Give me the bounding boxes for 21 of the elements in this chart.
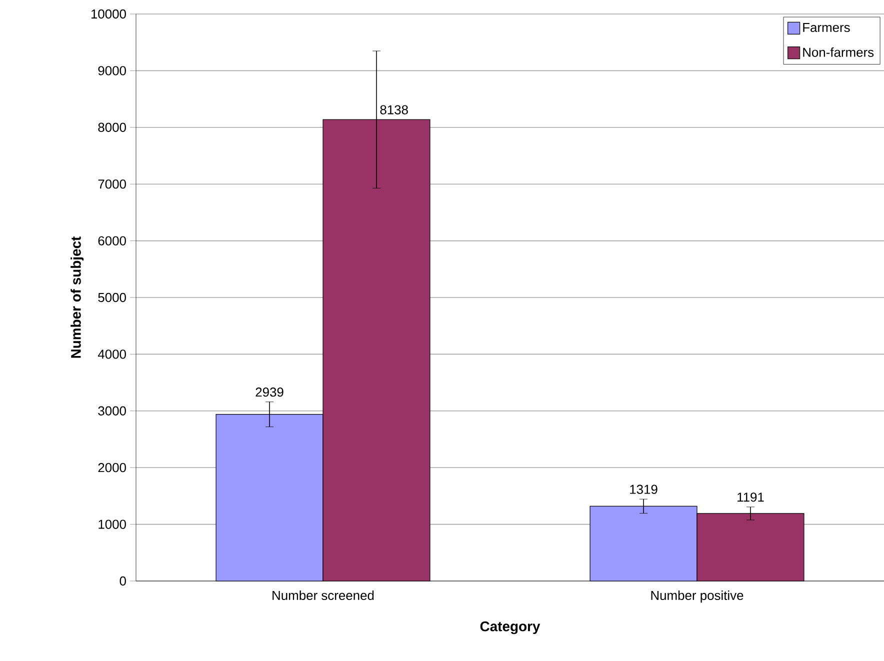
data-label: 1191: [738, 492, 764, 502]
y-tick-label: 2000: [98, 463, 126, 472]
x-axis-title: Category: [480, 621, 540, 634]
y-tick-label: 10000: [91, 9, 126, 19]
data-label: 1319: [630, 484, 658, 494]
y-tick-label: 1000: [98, 520, 126, 529]
y-tick-label: 3000: [98, 406, 126, 416]
y-tick-label: 6000: [98, 236, 126, 246]
x-tick-label: Number positive: [651, 590, 744, 603]
y-tick-label: 7000: [98, 180, 126, 189]
x-tick-label: Number screened: [272, 590, 374, 600]
legend-label: Non-farmers: [803, 47, 874, 57]
y-axis-title: Number of subject: [70, 236, 84, 358]
y-tick-label: 0: [120, 576, 126, 586]
y-tick-label: 8000: [98, 122, 126, 132]
y-tick-label: 4000: [98, 350, 126, 359]
y-tick-label: 9000: [98, 66, 126, 76]
y-tick-label: 5000: [98, 292, 126, 302]
data-label: 8138: [380, 105, 408, 114]
data-label: 2939: [256, 388, 284, 397]
legend-label: Farmers: [803, 23, 850, 32]
